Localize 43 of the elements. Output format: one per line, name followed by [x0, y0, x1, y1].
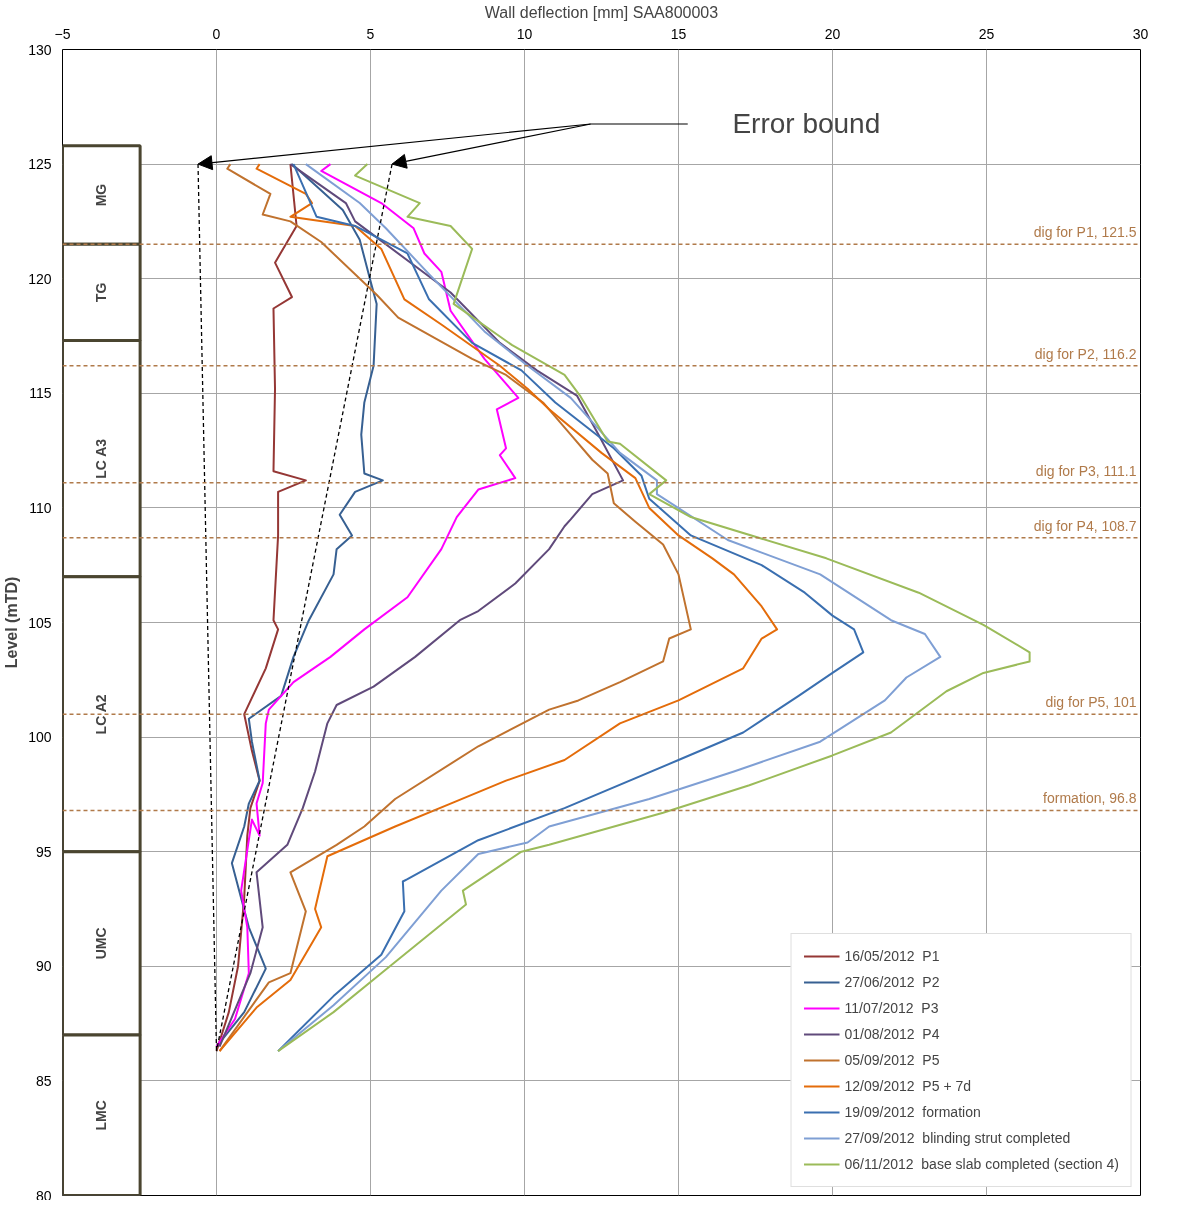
legend-label: 27/09/2012 blinding strut completed: [844, 1130, 1071, 1146]
legend-label: 06/11/2012 base slab completed (section 4): [844, 1156, 1119, 1172]
y-tick-label: 115: [29, 385, 52, 402]
x-tick-label: 20: [824, 25, 841, 42]
x-tick-label: 30: [1132, 25, 1149, 42]
annotation: Error bound: [732, 108, 881, 140]
band-label: LC A3: [93, 438, 110, 479]
y-tick-label: 95: [35, 843, 52, 860]
ref-line-label: dig for P4, 108.7: [1033, 517, 1137, 534]
x-axis-title: Wall deflection [mm] SAA800003: [484, 3, 719, 21]
band-label: LMC: [93, 1100, 110, 1131]
band-label: UMC: [93, 927, 110, 960]
y-tick-label: 90: [35, 958, 52, 975]
legend-label: 05/09/2012 P5: [844, 1052, 940, 1068]
ref-line-label: dig for P5, 101: [1045, 694, 1137, 711]
x-tick-label: 0: [212, 25, 221, 42]
y-tick-label: 120: [28, 270, 52, 287]
y-tick-label: 105: [28, 614, 52, 631]
y-axis-title: Level (mTD): [3, 576, 21, 669]
legend-label: 19/09/2012 formation: [844, 1104, 981, 1120]
x-tick-label: 25: [978, 25, 995, 42]
legend-label: 12/09/2012 P5 + 7d: [844, 1078, 972, 1094]
y-tick-label: 110: [29, 499, 52, 516]
x-tick-label: 15: [670, 25, 687, 42]
legend-label: 11/07/2012 P3: [844, 1000, 939, 1016]
x-tick-label: 10: [516, 25, 533, 42]
legend-label: 27/06/2012 P2: [844, 974, 940, 990]
y-tick-label: 125: [28, 156, 52, 173]
band-label: LC A2: [93, 694, 110, 735]
y-tick-label: 130: [28, 41, 52, 58]
band-label: TG: [93, 282, 110, 303]
ref-line-label: dig for P3, 111.1: [1035, 462, 1137, 479]
x-tick-label: −5: [54, 25, 71, 42]
y-tick-label: 80: [35, 1187, 52, 1204]
ref-line-label: dig for P2, 116.2: [1034, 345, 1137, 362]
y-tick-label: 85: [35, 1072, 52, 1089]
x-tick-label: 5: [366, 25, 375, 42]
ref-line-label: dig for P1, 121.5: [1033, 224, 1137, 241]
band-label: MG: [93, 183, 110, 207]
legend-label: 16/05/2012 P1: [844, 948, 940, 964]
legend-label: 01/08/2012 P4: [844, 1026, 940, 1042]
y-tick-label: 100: [28, 729, 52, 746]
ref-line-label: formation, 96.8: [1043, 790, 1137, 807]
